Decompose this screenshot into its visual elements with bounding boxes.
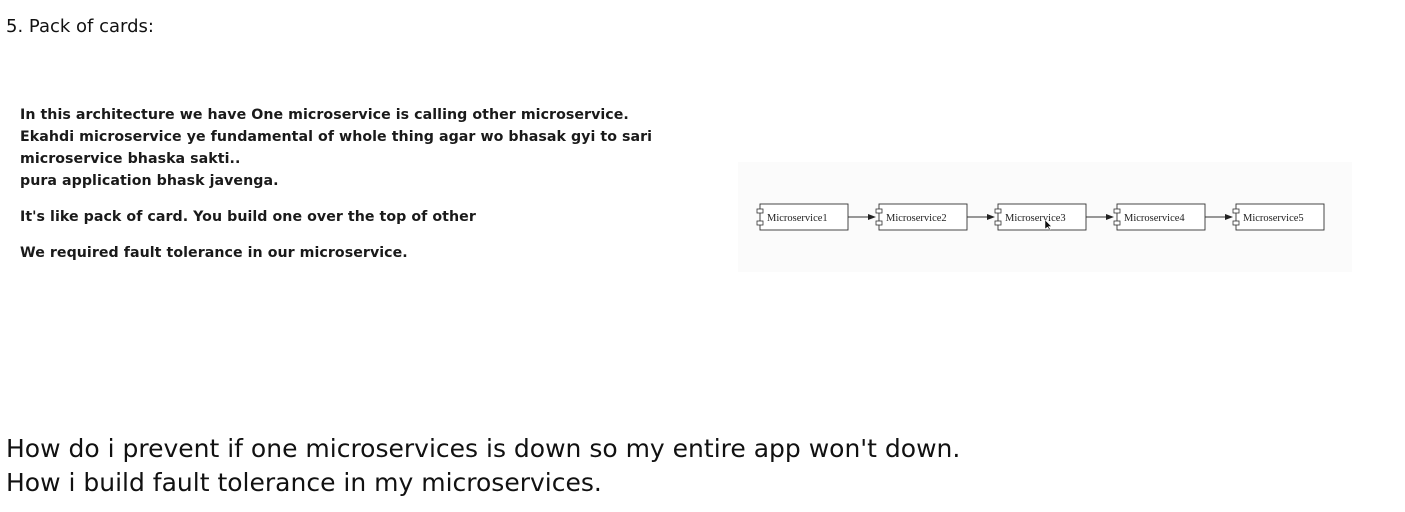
component-box bbox=[878, 203, 968, 231]
microservice-label: Microservice1 bbox=[767, 213, 828, 224]
note-line: In this architecture we have One microse… bbox=[20, 107, 629, 123]
component-notch bbox=[875, 208, 883, 214]
note-text-block: In this architecture we have One microse… bbox=[20, 104, 652, 264]
component-notch bbox=[875, 220, 883, 226]
component-notch bbox=[756, 208, 764, 214]
component-notch bbox=[1232, 220, 1240, 226]
microservice-label: Microservice3 bbox=[1005, 213, 1066, 224]
component-notch bbox=[756, 220, 764, 226]
microservice-label: Microservice4 bbox=[1124, 213, 1185, 224]
note-line: Ekahdi microservice ye fundamental of wh… bbox=[20, 129, 653, 145]
arrow-head bbox=[1225, 214, 1233, 220]
component-box bbox=[1116, 203, 1206, 231]
note-line: It's like pack of card. You build one ov… bbox=[20, 209, 476, 225]
note-line: microservice bhaska sakti.. bbox=[20, 151, 241, 167]
microservice-label: Microservice2 bbox=[886, 213, 947, 224]
microservice-box: Microservice2 bbox=[875, 203, 968, 231]
microservice-chain-diagram: Microservice1 Microservice2 Microservice3 M… bbox=[738, 162, 1352, 272]
arrow-head bbox=[1106, 214, 1114, 220]
microservice-box: Microservice1 bbox=[756, 203, 849, 231]
mouse-cursor-icon bbox=[1044, 219, 1053, 231]
note-line: pura application bhask javenga. bbox=[20, 173, 279, 189]
note-screenshot: In this architecture we have One microse… bbox=[0, 90, 1405, 370]
note-line: We required fault tolerance in our micro… bbox=[20, 245, 408, 261]
component-notch bbox=[994, 220, 1002, 226]
microservice-box: Microservice4 bbox=[1113, 203, 1206, 231]
questions-block: How do i prevent if one microservices is… bbox=[6, 432, 960, 500]
component-box bbox=[1235, 203, 1325, 231]
microservice-box: Microservice3 bbox=[994, 203, 1087, 231]
section-heading: 5. Pack of cards: bbox=[6, 16, 154, 37]
microservice-box: Microservice5 bbox=[1232, 203, 1325, 231]
component-notch bbox=[1113, 220, 1121, 226]
arrow-head bbox=[868, 214, 876, 220]
component-box bbox=[997, 203, 1087, 231]
component-notch bbox=[1113, 208, 1121, 214]
component-notch bbox=[1232, 208, 1240, 214]
arrow-head bbox=[987, 214, 995, 220]
microservice-label: Microservice5 bbox=[1243, 213, 1304, 224]
component-notch bbox=[994, 208, 1002, 214]
question-line: How i build fault tolerance in my micros… bbox=[6, 468, 602, 497]
question-line: How do i prevent if one microservices is… bbox=[6, 434, 961, 463]
